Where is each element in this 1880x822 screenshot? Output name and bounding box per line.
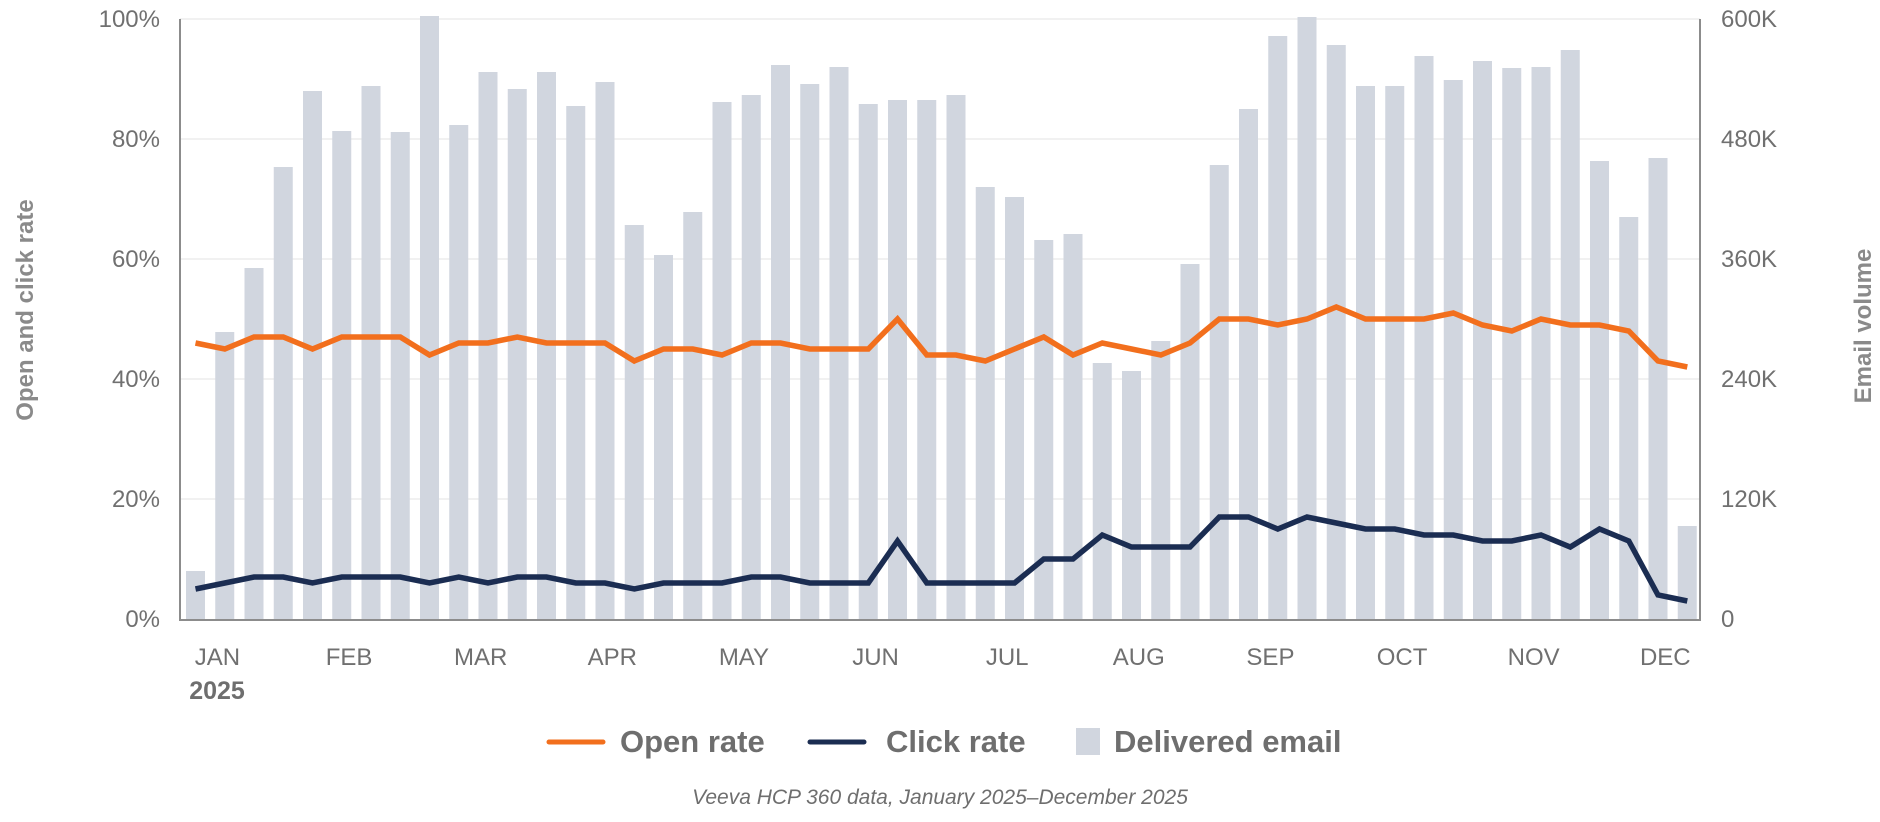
right-axis-title: Email volume bbox=[1850, 249, 1877, 404]
legend-label-delivered-email: Delivered email bbox=[1114, 724, 1341, 759]
delivered-email-bar bbox=[595, 82, 615, 619]
delivered-email-bar bbox=[1180, 264, 1200, 619]
delivered-email-bar bbox=[186, 571, 205, 619]
delivered-email-bar bbox=[741, 95, 761, 619]
right-axis-tick-label: 600K bbox=[1721, 6, 1777, 33]
delivered-email-bar bbox=[1122, 371, 1141, 619]
right-axis-tick-label: 0 bbox=[1721, 606, 1734, 633]
left-axis-tick-label: 20% bbox=[112, 486, 160, 513]
month-label: MAR bbox=[454, 644, 507, 671]
month-label: DEC bbox=[1640, 644, 1691, 671]
delivered-email-bar bbox=[654, 255, 673, 619]
delivered-email-bar bbox=[1239, 109, 1258, 619]
delivered-email-bar bbox=[917, 100, 937, 619]
month-label: FEB bbox=[326, 644, 373, 671]
delivered-email-bar bbox=[420, 16, 439, 619]
right-axis-tick-label: 360K bbox=[1721, 246, 1777, 273]
delivered-email-bar bbox=[244, 268, 264, 619]
rate-lines bbox=[194, 304, 1688, 604]
delivered-email-bar bbox=[712, 102, 732, 619]
delivered-email-bar bbox=[1502, 68, 1522, 619]
delivered-email-bar bbox=[215, 332, 235, 619]
delivered-email-bar bbox=[1443, 80, 1463, 619]
left-axis-tick-label: 60% bbox=[112, 246, 160, 273]
delivered-email-bar bbox=[1473, 61, 1492, 619]
legend-label-click-rate: Click rate bbox=[886, 724, 1026, 759]
delivered-email-bar bbox=[1209, 165, 1229, 619]
delivered-email-bar bbox=[1531, 67, 1551, 619]
left-axis-title: Open and click rate bbox=[12, 199, 39, 420]
delivered-email-bar bbox=[303, 91, 322, 619]
delivered-email-bar bbox=[507, 89, 527, 619]
legend-item-open-rate: Open rate bbox=[546, 724, 765, 759]
left-axis-tick-label: 100% bbox=[99, 6, 160, 33]
open-rate-line bbox=[194, 304, 1688, 370]
right-axis-tick-label: 120K bbox=[1721, 486, 1777, 513]
delivered-email-bar bbox=[1677, 526, 1697, 619]
delivered-email-bar bbox=[566, 106, 586, 619]
delivered-email-bar bbox=[975, 187, 995, 619]
month-label: JUL bbox=[986, 644, 1029, 671]
month-label: JAN bbox=[195, 644, 240, 671]
month-label: APR bbox=[588, 644, 637, 671]
source-note: Veeva HCP 360 data, January 2025–Decembe… bbox=[692, 786, 1188, 809]
month-label: SEP bbox=[1246, 644, 1294, 671]
delivered-email-bar bbox=[1151, 341, 1171, 619]
legend: Open rate Click rate Delivered email bbox=[546, 724, 1341, 759]
left-axis-ticks: 0% 20% 40% 60% 80% 100% bbox=[99, 6, 160, 633]
click-rate-line bbox=[194, 514, 1688, 604]
delivered-email-bar bbox=[888, 100, 907, 619]
right-axis-tick-label: 240K bbox=[1721, 366, 1777, 393]
delivered-email-bar bbox=[449, 125, 469, 619]
delivered-email-swatch bbox=[1076, 728, 1100, 755]
delivered-email-bar bbox=[390, 132, 410, 619]
delivered-email-bar bbox=[1063, 234, 1083, 619]
left-axis-tick-label: 0% bbox=[125, 606, 160, 633]
legend-item-delivered-email: Delivered email bbox=[1076, 724, 1341, 759]
delivered-email-bar bbox=[1092, 363, 1112, 619]
x-axis-year-label: 2025 bbox=[189, 677, 245, 705]
delivered-email-bar bbox=[1385, 86, 1405, 619]
delivered-email-bar bbox=[1356, 86, 1375, 619]
delivered-email-bar bbox=[1648, 158, 1668, 619]
legend-item-click-rate: Click rate bbox=[807, 724, 1026, 759]
axes bbox=[179, 19, 1701, 621]
delivered-email-bar bbox=[624, 225, 644, 619]
legend-label-open-rate: Open rate bbox=[620, 724, 765, 759]
delivered-email-bar bbox=[1326, 45, 1346, 619]
delivered-email-bar bbox=[683, 212, 703, 619]
delivered-email-bar bbox=[1590, 161, 1609, 619]
delivered-email-bar bbox=[273, 167, 293, 619]
delivered-email-bars bbox=[186, 16, 1697, 619]
left-axis-tick-label: 80% bbox=[112, 126, 160, 153]
delivered-email-bar bbox=[829, 67, 849, 619]
month-label: NOV bbox=[1508, 644, 1560, 671]
month-label: MAY bbox=[719, 644, 769, 671]
delivered-email-bar bbox=[1560, 50, 1580, 619]
delivered-email-bar bbox=[332, 131, 352, 619]
delivered-email-bar bbox=[1414, 56, 1434, 619]
right-axis-ticks: 0 120K 240K 360K 480K 600K bbox=[1721, 6, 1777, 633]
left-axis-tick-label: 40% bbox=[112, 366, 160, 393]
month-label: JUN bbox=[852, 644, 899, 671]
delivered-email-bar bbox=[1619, 217, 1639, 619]
right-axis-tick-label: 480K bbox=[1721, 126, 1777, 153]
month-label: OCT bbox=[1377, 644, 1428, 671]
delivered-email-bar bbox=[1034, 240, 1054, 619]
delivered-email-bar bbox=[1005, 197, 1024, 619]
delivered-email-bar bbox=[361, 86, 381, 619]
month-label: AUG bbox=[1113, 644, 1165, 671]
x-axis-month-labels: JAN FEB MAR APR MAY JUN JUL AUG SEP OCT NOV DEC bbox=[195, 644, 1691, 671]
delivered-email-bar bbox=[858, 104, 878, 619]
